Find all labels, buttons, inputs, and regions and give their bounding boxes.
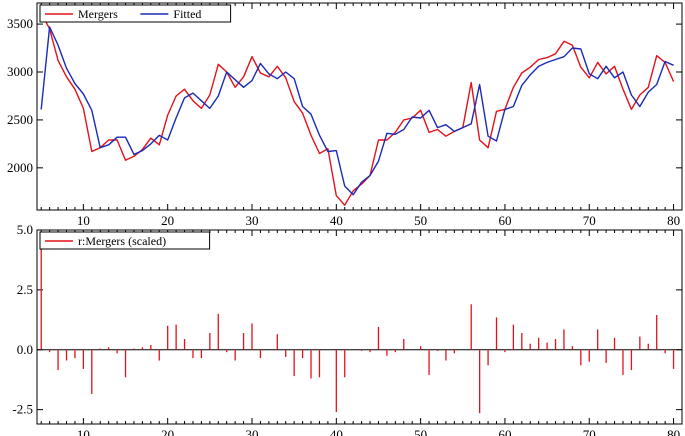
x-tick-label: 60 bbox=[498, 213, 511, 228]
x-tick-label: 40 bbox=[330, 427, 343, 436]
legend: r:Mergers (scaled) bbox=[39, 231, 211, 250]
legend-label: Fitted bbox=[173, 7, 201, 21]
y-tick-label: 2000 bbox=[7, 160, 33, 175]
series-line-fitted bbox=[40, 26, 674, 196]
x-tick-label: 30 bbox=[246, 427, 259, 436]
mergers-fitted-line-chart: 10 20 30 40 50 60 70 80 2000 2500 3000 3500 Mergers F… bbox=[7, 2, 683, 228]
x-tick-label: 40 bbox=[330, 213, 343, 228]
x-tick-label: 60 bbox=[498, 427, 511, 436]
plot-frame bbox=[36, 2, 683, 211]
x-tick-label: 80 bbox=[667, 427, 680, 436]
legend-box bbox=[39, 231, 211, 250]
residuals-bar-chart: 10 20 30 40 50 60 70 80 -2.5 0.0 2.5 5.0 r:Mergers (… bbox=[12, 222, 683, 436]
y-tick-label: 5.0 bbox=[17, 222, 33, 237]
x-tick-label: 80 bbox=[667, 213, 680, 228]
y-tick-label: 2500 bbox=[7, 112, 33, 127]
legend-label: Mergers bbox=[78, 7, 118, 21]
legend-box bbox=[39, 4, 232, 23]
y-tick-label: 2.5 bbox=[17, 282, 33, 297]
x-tick-label: 70 bbox=[583, 427, 596, 436]
y-tick-label: 3500 bbox=[7, 16, 33, 31]
legend-label: r:Mergers (scaled) bbox=[78, 234, 166, 248]
plot-frame bbox=[36, 229, 683, 425]
x-tick-label: 50 bbox=[414, 427, 427, 436]
y-tick-label: -2.5 bbox=[12, 402, 33, 417]
x-tick-label: 10 bbox=[77, 427, 90, 436]
legend: Mergers Fitted bbox=[39, 4, 232, 23]
y-tick-label: 3000 bbox=[7, 64, 33, 79]
x-tick-label: 50 bbox=[414, 213, 427, 228]
x-tick-label: 20 bbox=[161, 427, 174, 436]
x-tick-label: 10 bbox=[77, 213, 90, 228]
x-tick-label: 30 bbox=[246, 213, 259, 228]
series-line-mergers bbox=[40, 12, 675, 206]
y-tick-label: 0.0 bbox=[17, 342, 33, 357]
x-tick-label: 20 bbox=[161, 213, 174, 228]
x-tick-label: 70 bbox=[583, 213, 596, 228]
